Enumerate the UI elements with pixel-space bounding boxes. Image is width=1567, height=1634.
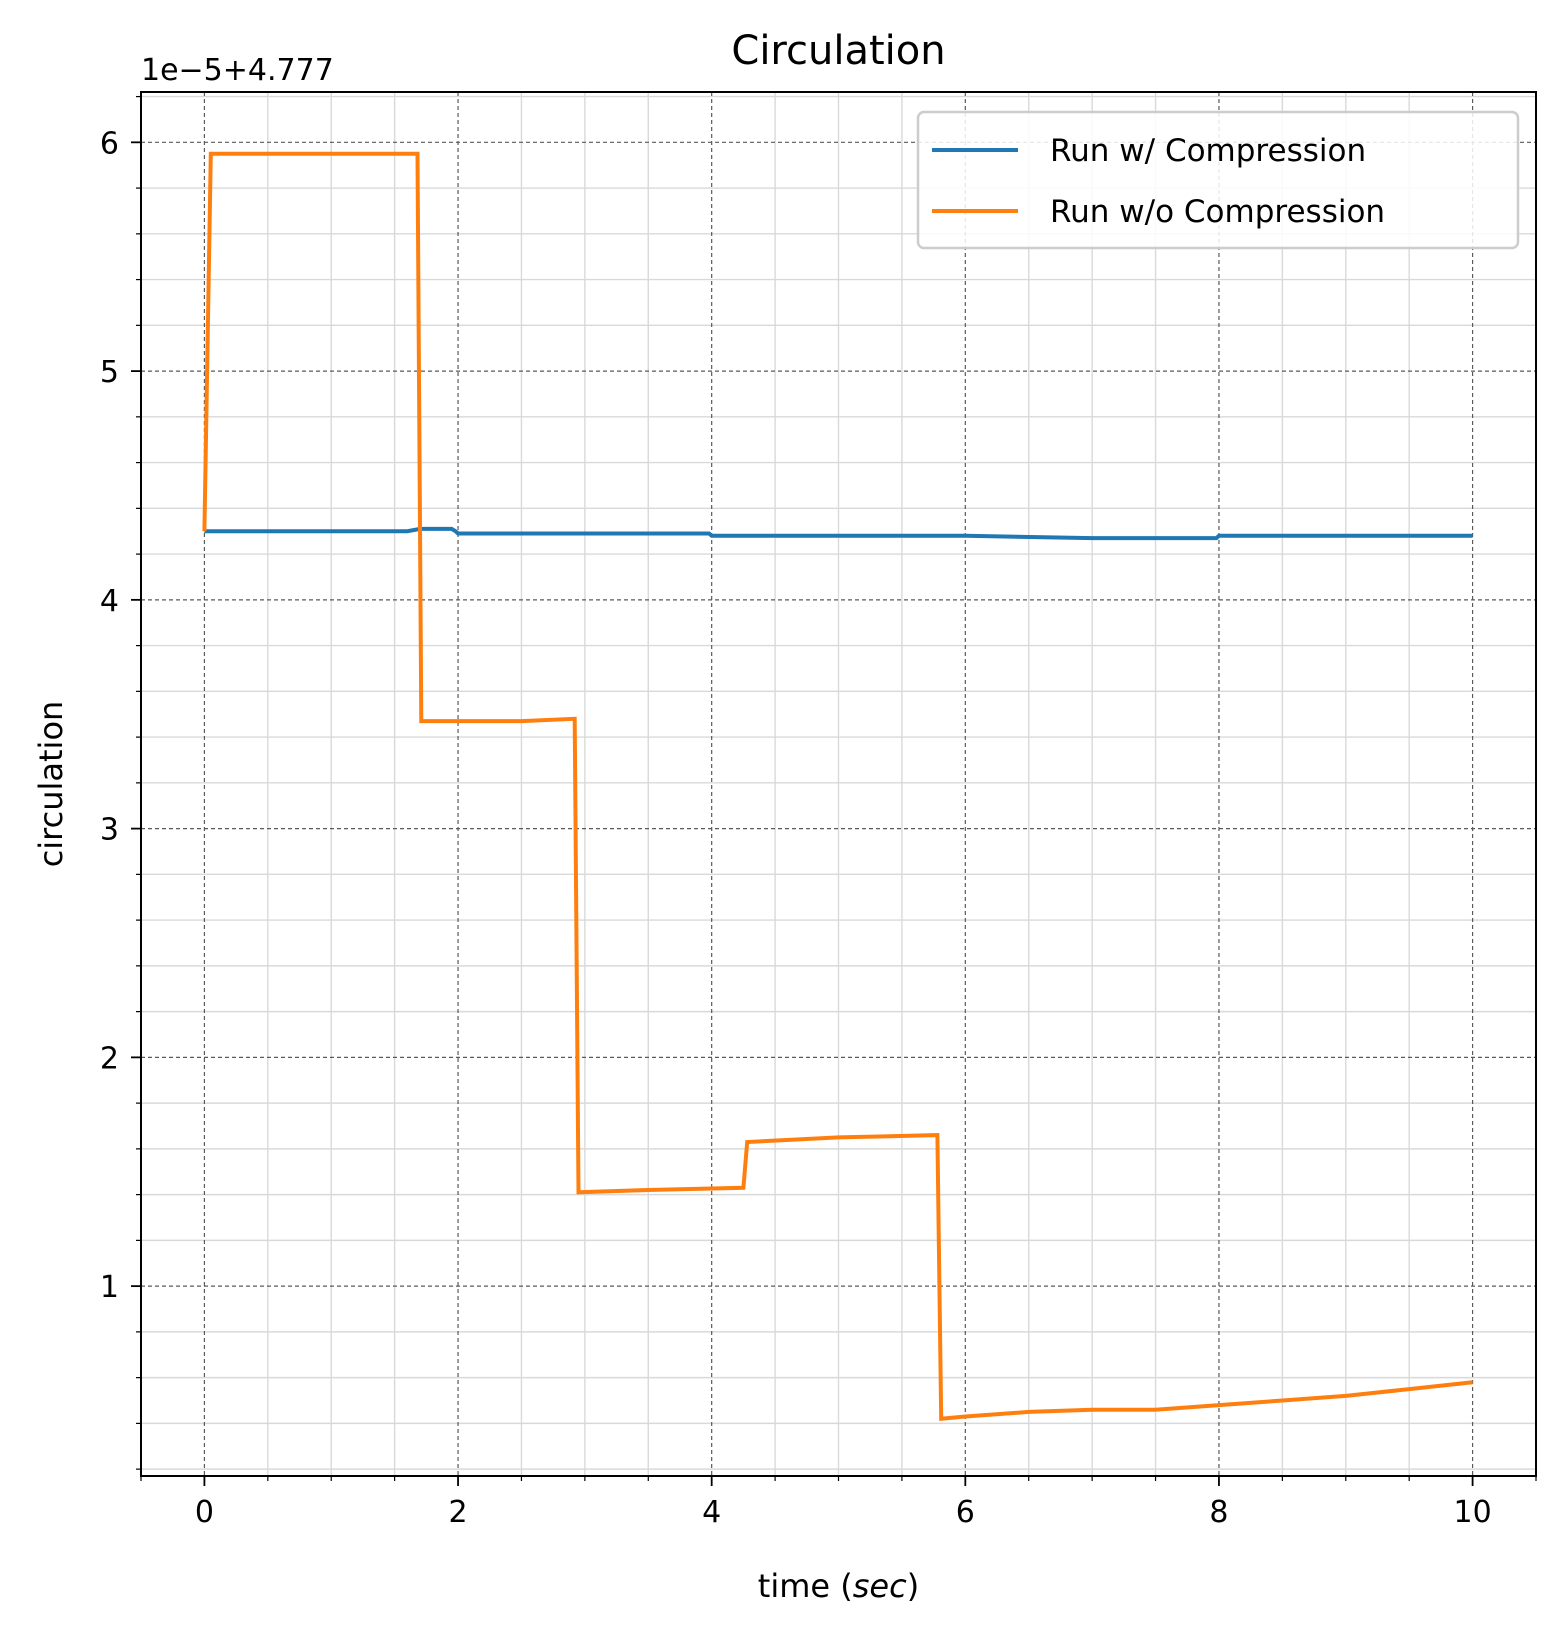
series-line-0 xyxy=(204,526,1473,541)
series-layer xyxy=(202,151,1473,1421)
y-axis-offset-text: 1e−5+4.777 xyxy=(141,53,334,88)
series-line-1 xyxy=(202,151,1473,1421)
y-tick-label: 3 xyxy=(100,813,119,848)
legend-label-run-with-compression: Run w/ Compression xyxy=(1050,133,1366,169)
axis-ticks xyxy=(131,95,1537,1486)
y-axis-label: circulation xyxy=(32,701,70,868)
legend-box xyxy=(916,110,1520,250)
y-tick-label: 2 xyxy=(100,1041,119,1076)
x-tick-label: 0 xyxy=(195,1495,214,1530)
x-tick-label: 6 xyxy=(956,1495,975,1530)
y-tick-label: 1 xyxy=(100,1270,119,1305)
x-axis-label: time (sec) xyxy=(758,1567,919,1605)
legend: Run w/ Compression Run w/o Compression xyxy=(916,110,1520,250)
x-tick-label: 8 xyxy=(1209,1495,1228,1530)
x-tick-label: 10 xyxy=(1453,1495,1491,1530)
legend-label-run-without-compression: Run w/o Compression xyxy=(1050,194,1385,230)
y-tick-label: 6 xyxy=(100,126,119,161)
x-axis-label-prefix: time ( xyxy=(758,1567,853,1605)
x-tick-label: 2 xyxy=(448,1495,467,1530)
x-tick-label: 4 xyxy=(702,1495,721,1530)
x-axis-label-suffix: ) xyxy=(907,1567,919,1605)
y-tick-label: 4 xyxy=(100,584,119,619)
x-axis-label-unit: sec xyxy=(853,1567,907,1605)
y-tick-label: 5 xyxy=(100,355,119,390)
major-grid xyxy=(141,92,1536,1476)
minor-grid xyxy=(140,92,1537,1476)
chart-title: Circulation xyxy=(731,28,945,74)
